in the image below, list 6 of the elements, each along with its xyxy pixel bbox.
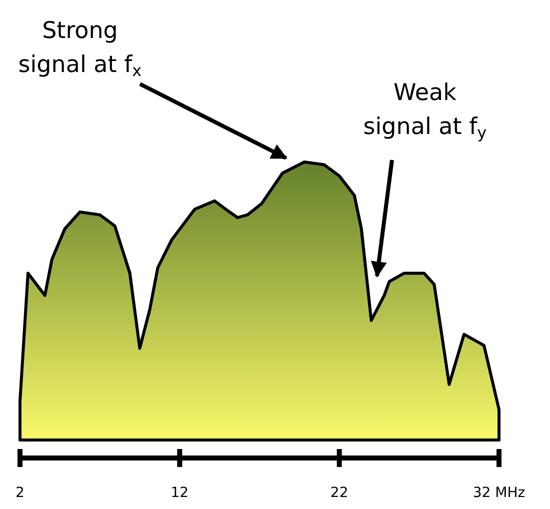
- x-tick-label: 2: [16, 485, 24, 501]
- x-tick-label: 32 MHz: [472, 485, 526, 501]
- x-tick-label: 12: [170, 485, 189, 501]
- text: Strong signal at f$_{x}$: [18, 18, 142, 80]
- text: Weak signal at f$_{y}$: [363, 80, 488, 142]
- x-tick-label: 22: [330, 485, 348, 501]
